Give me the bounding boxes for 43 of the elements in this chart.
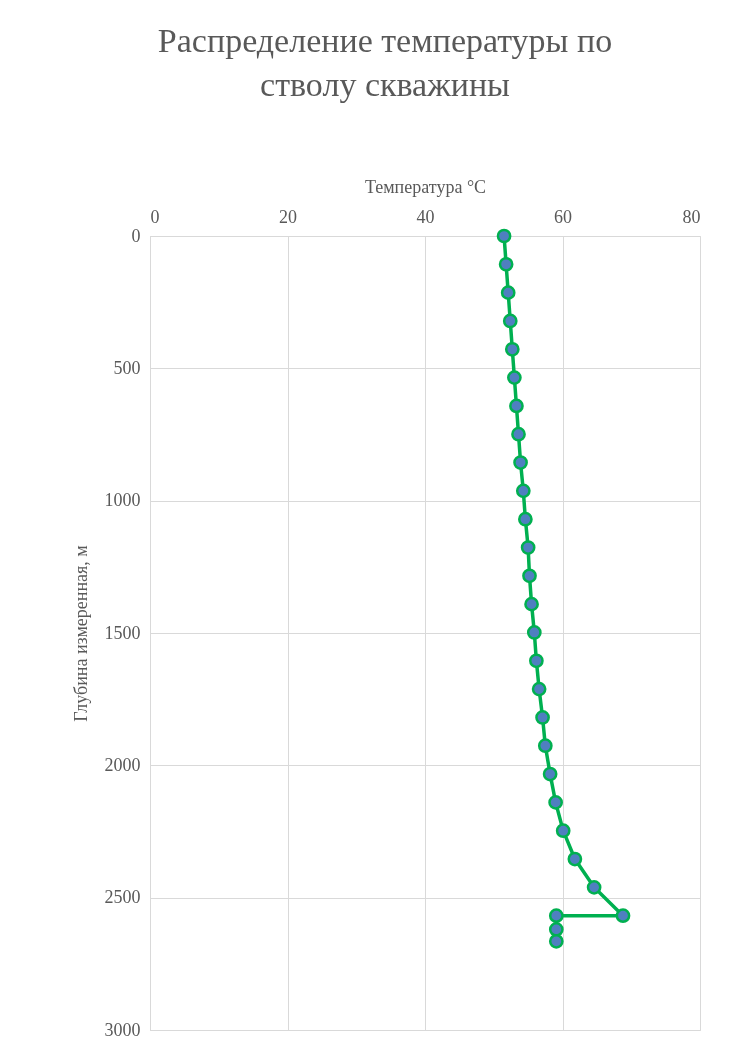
point bbox=[507, 370, 522, 385]
point bbox=[537, 738, 553, 754]
x-tick-label: 40 bbox=[416, 206, 435, 227]
y-tick-label: 3000 bbox=[104, 1019, 141, 1040]
x-tick-label: 20 bbox=[279, 206, 297, 227]
point bbox=[518, 511, 533, 527]
point bbox=[567, 851, 583, 867]
point bbox=[526, 625, 542, 640]
y-tick-label: 2500 bbox=[104, 887, 141, 908]
point bbox=[498, 256, 514, 272]
x-axis-title: Температура °C bbox=[364, 176, 487, 197]
point bbox=[513, 455, 528, 470]
y-tick-label: 1500 bbox=[104, 622, 141, 643]
point bbox=[548, 933, 564, 949]
point bbox=[542, 766, 558, 782]
point bbox=[524, 596, 539, 612]
point bbox=[535, 710, 550, 725]
point bbox=[500, 285, 516, 300]
point bbox=[509, 398, 524, 414]
y-axis-title: Глубина измеренная, м bbox=[70, 545, 91, 722]
x-tick-label: 60 bbox=[554, 206, 572, 227]
x-tick-label: 80 bbox=[682, 206, 701, 227]
point bbox=[515, 483, 531, 499]
y-tick-label: 0 bbox=[131, 225, 141, 246]
point bbox=[520, 540, 536, 555]
point bbox=[555, 823, 571, 839]
point bbox=[548, 908, 564, 924]
point bbox=[529, 653, 544, 669]
point bbox=[502, 313, 518, 329]
point bbox=[548, 795, 563, 810]
y-tick-label: 1000 bbox=[104, 490, 141, 511]
y-tick-label: 2000 bbox=[104, 754, 141, 775]
point bbox=[548, 922, 564, 937]
point bbox=[531, 681, 547, 697]
x-tick-label: 0 bbox=[150, 206, 160, 227]
point bbox=[522, 568, 537, 584]
point bbox=[504, 341, 520, 357]
point bbox=[615, 908, 631, 924]
point bbox=[496, 228, 512, 244]
point bbox=[511, 426, 526, 442]
y-tick-label: 500 bbox=[113, 357, 141, 378]
chart-title: Распределение температуры по стволу скважины bbox=[157, 22, 613, 103]
point bbox=[586, 879, 602, 895]
